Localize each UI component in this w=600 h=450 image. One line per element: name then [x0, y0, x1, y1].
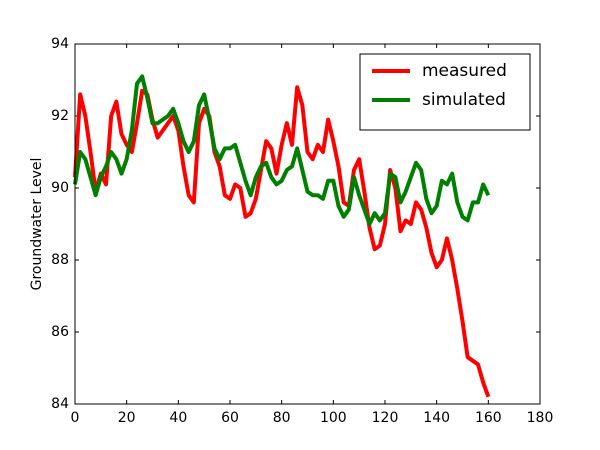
x-tick-label: 20 — [118, 410, 136, 426]
y-tick-label: 92 — [51, 108, 69, 124]
y-tick-label: 94 — [51, 36, 69, 52]
x-tick-label: 180 — [527, 410, 554, 426]
y-tick-label: 84 — [51, 396, 69, 412]
line-series — [73, 85, 491, 398]
x-tick-label: 100 — [320, 410, 347, 426]
x-tick-label: 0 — [71, 410, 80, 426]
legend-box — [359, 53, 531, 131]
x-tick-label: 140 — [423, 410, 450, 426]
line-series — [73, 74, 491, 226]
y-axis-label: Groundwater Level — [29, 158, 45, 291]
y-tick-label: 88 — [51, 252, 69, 268]
y-tick-label: 86 — [51, 324, 69, 340]
y-tick-label: 90 — [51, 180, 69, 196]
x-tick-label: 160 — [475, 410, 502, 426]
legend-label: measured — [422, 61, 507, 81]
x-tick-label: 60 — [221, 410, 239, 426]
legend-label: simulated — [422, 90, 506, 110]
x-tick-label: 120 — [372, 410, 399, 426]
plot-frame — [74, 43, 541, 405]
x-tick-label: 80 — [273, 410, 291, 426]
x-tick-label: 40 — [169, 410, 187, 426]
